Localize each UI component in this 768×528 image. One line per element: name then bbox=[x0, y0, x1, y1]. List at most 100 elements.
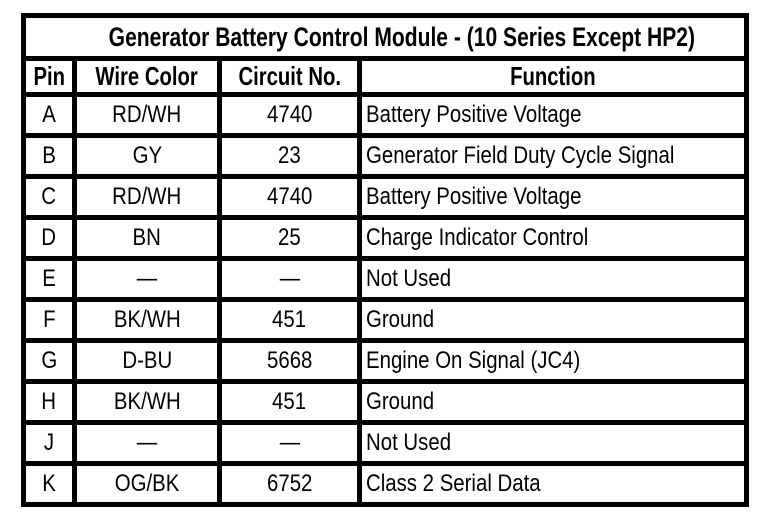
wire-color-cell: GY bbox=[72, 133, 222, 179]
pin-value: J bbox=[43, 429, 55, 456]
function-value: Charge Indicator Control bbox=[366, 224, 589, 251]
function-value: Generator Field Duty Cycle Signal bbox=[366, 142, 675, 169]
circuit-no-value: 6752 bbox=[266, 470, 313, 497]
function-cell: Ground bbox=[356, 379, 750, 425]
table-row: D BN 25 Charge Indicator Control bbox=[21, 215, 750, 261]
function-cell: Not Used bbox=[356, 256, 750, 302]
wire-color-cell: BK/WH bbox=[72, 379, 222, 425]
function-cell: Battery Positive Voltage bbox=[356, 92, 750, 138]
circuit-no-cell: 23 bbox=[217, 133, 362, 179]
col-header-pin-label: Pin bbox=[33, 61, 65, 91]
col-header-function: Function bbox=[356, 56, 750, 97]
pin-cell: E bbox=[21, 256, 77, 302]
pin-value: B bbox=[42, 142, 56, 169]
pin-cell: G bbox=[21, 338, 77, 384]
col-header-wire-color: Wire Color bbox=[72, 56, 222, 97]
table-row: H BK/WH 451 Ground bbox=[21, 379, 750, 425]
table-body: A RD/WH 4740 Battery Positive Voltage B … bbox=[21, 92, 750, 507]
function-value: Battery Positive Voltage bbox=[366, 183, 582, 210]
table-row: C RD/WH 4740 Battery Positive Voltage bbox=[21, 174, 750, 220]
function-cell: Class 2 Serial Data bbox=[356, 461, 750, 507]
wire-color-cell: RD/WH bbox=[72, 92, 222, 138]
pin-value: G bbox=[41, 347, 57, 374]
wire-color-value: BN bbox=[132, 224, 162, 251]
col-header-circuit-no: Circuit No. bbox=[217, 56, 362, 97]
wire-color-cell: OG/BK bbox=[72, 461, 222, 507]
wire-color-cell: D-BU bbox=[72, 338, 222, 384]
function-value: Ground bbox=[366, 388, 435, 415]
table-row: J — — Not Used bbox=[21, 420, 750, 466]
pin-value: H bbox=[41, 388, 57, 415]
table-row: K OG/BK 6752 Class 2 Serial Data bbox=[21, 461, 750, 507]
wire-color-value: RD/WH bbox=[112, 183, 182, 210]
table-row: G D-BU 5668 Engine On Signal (JC4) bbox=[21, 338, 750, 384]
col-header-pin: Pin bbox=[21, 56, 77, 97]
function-value: Engine On Signal (JC4) bbox=[366, 347, 581, 374]
function-cell: Charge Indicator Control bbox=[356, 215, 750, 261]
table-title: Generator Battery Control Module - (10 S… bbox=[108, 21, 696, 52]
circuit-no-value: 451 bbox=[272, 388, 307, 415]
circuit-no-value: 25 bbox=[278, 224, 301, 251]
pin-cell: C bbox=[21, 174, 77, 220]
pin-value: K bbox=[42, 470, 56, 497]
function-cell: Battery Positive Voltage bbox=[356, 174, 750, 220]
function-value: Not Used bbox=[366, 429, 452, 456]
wire-color-value: — bbox=[136, 265, 158, 292]
circuit-no-value: 5668 bbox=[266, 347, 313, 374]
table-row: B GY 23 Generator Field Duty Cycle Signa… bbox=[21, 133, 750, 179]
pin-cell: D bbox=[21, 215, 77, 261]
function-value: Not Used bbox=[366, 265, 452, 292]
wire-color-value: GY bbox=[132, 142, 162, 169]
table-title-row: Generator Battery Control Module - (10 S… bbox=[20, 13, 750, 61]
function-cell: Not Used bbox=[356, 420, 750, 466]
circuit-no-value: 23 bbox=[278, 142, 301, 169]
wire-color-cell: — bbox=[72, 420, 222, 466]
pin-value: D bbox=[41, 224, 57, 251]
circuit-no-cell: 5668 bbox=[217, 338, 362, 384]
col-header-circuit-no-label: Circuit No. bbox=[238, 61, 341, 91]
circuit-no-cell: — bbox=[217, 420, 362, 466]
wire-color-cell: BK/WH bbox=[72, 297, 222, 343]
circuit-no-cell: 6752 bbox=[217, 461, 362, 507]
function-value: Class 2 Serial Data bbox=[366, 470, 541, 497]
pin-value: A bbox=[42, 101, 56, 128]
table-header-row: Pin Wire Color Circuit No. Function bbox=[21, 56, 750, 97]
pin-cell: A bbox=[21, 92, 77, 138]
circuit-no-value: — bbox=[279, 265, 300, 292]
pin-value: C bbox=[41, 183, 57, 210]
circuit-no-value: 4740 bbox=[266, 183, 313, 210]
wire-color-cell: — bbox=[72, 256, 222, 302]
circuit-no-value: 451 bbox=[272, 306, 307, 333]
circuit-no-cell: 451 bbox=[217, 297, 362, 343]
circuit-no-value: — bbox=[279, 429, 300, 456]
function-cell: Ground bbox=[356, 297, 750, 343]
pin-cell: B bbox=[21, 133, 77, 179]
pin-cell: F bbox=[21, 297, 77, 343]
wire-color-value: — bbox=[136, 429, 158, 456]
function-value: Ground bbox=[366, 306, 435, 333]
wire-color-cell: BN bbox=[72, 215, 222, 261]
circuit-no-cell: — bbox=[217, 256, 362, 302]
pin-value: F bbox=[42, 306, 56, 333]
pinout-table: Generator Battery Control Module - (10 S… bbox=[20, 13, 750, 507]
table-row: A RD/WH 4740 Battery Positive Voltage bbox=[21, 92, 750, 138]
pin-cell: H bbox=[21, 379, 77, 425]
circuit-no-cell: 4740 bbox=[217, 92, 362, 138]
table-row: E — — Not Used bbox=[21, 256, 750, 302]
circuit-no-cell: 451 bbox=[217, 379, 362, 425]
function-cell: Engine On Signal (JC4) bbox=[356, 338, 750, 384]
circuit-no-value: 4740 bbox=[266, 101, 313, 128]
col-header-function-label: Function bbox=[510, 61, 596, 91]
wire-color-cell: RD/WH bbox=[72, 174, 222, 220]
circuit-no-cell: 25 bbox=[217, 215, 362, 261]
wire-color-value: BK/WH bbox=[113, 306, 181, 333]
wire-color-value: RD/WH bbox=[112, 101, 182, 128]
pin-cell: J bbox=[21, 420, 77, 466]
table-title-cell: Generator Battery Control Module - (10 S… bbox=[20, 13, 750, 61]
function-cell: Generator Field Duty Cycle Signal bbox=[356, 133, 750, 179]
circuit-no-cell: 4740 bbox=[217, 174, 362, 220]
pin-cell: K bbox=[21, 461, 77, 507]
table-row: F BK/WH 451 Ground bbox=[21, 297, 750, 343]
col-header-wire-color-label: Wire Color bbox=[95, 61, 199, 91]
wire-color-value: OG/BK bbox=[114, 470, 180, 497]
